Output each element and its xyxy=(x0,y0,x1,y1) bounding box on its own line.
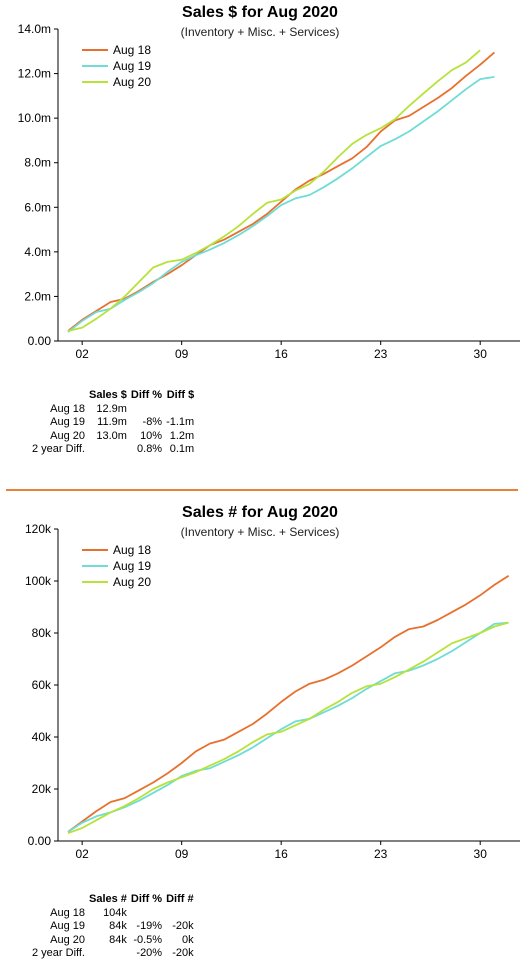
row-label: 2 year Diff. xyxy=(32,947,85,959)
row-label: Aug 18 xyxy=(50,906,85,919)
table-cell: -8% xyxy=(142,416,163,428)
table-cell: 12.9m xyxy=(96,402,127,415)
sales-dollar-chart: Sales $ for Aug 2020 (Inventory + Misc. +… xyxy=(18,4,520,361)
series-line-aug-18 xyxy=(67,51,495,332)
row-label: Aug 20 xyxy=(50,933,85,946)
table-row: Aug 20 84k -0.5% 0k xyxy=(30,934,196,948)
x-tick-label: 09 xyxy=(175,847,189,861)
table-cell: 10% xyxy=(140,429,163,442)
y-tick-label: 12.0m xyxy=(18,67,51,81)
row-label: Aug 20 xyxy=(50,429,85,442)
x-tick-label: 02 xyxy=(75,347,89,361)
series-line-aug-20 xyxy=(67,621,509,835)
legend-label: Aug 18 xyxy=(113,43,151,57)
table-cell: 84k xyxy=(109,933,127,946)
row-label: Aug 19 xyxy=(50,416,85,428)
table-header-row: Sales $ Diff % Diff $ xyxy=(30,389,196,403)
table-cell: 84k xyxy=(109,920,127,932)
x-tick-label: 23 xyxy=(374,347,388,361)
y-tick-label: 0.00 xyxy=(28,834,52,848)
series-line-aug-19 xyxy=(67,76,495,333)
table-cell: 0.1m xyxy=(169,443,195,455)
table-row: Aug 20 13.0m 10% 1.2m xyxy=(30,430,196,444)
table-header: Sales # xyxy=(89,893,127,905)
row-label: 2 year Diff. xyxy=(32,443,85,455)
table-row: Aug 19 11.9m -8% -1.1m xyxy=(30,416,196,430)
y-tick-label: 40k xyxy=(32,730,52,744)
table-header xyxy=(30,893,87,907)
table-header: Diff $ xyxy=(166,389,195,401)
y-tick-label: 100k xyxy=(25,574,52,588)
row-label: Aug 18 xyxy=(50,402,85,415)
y-tick-label: 20k xyxy=(32,782,52,796)
series-line-aug-18 xyxy=(67,575,510,833)
sales-dollar-panel: Sales $ for Aug 2020 (Inventory + Misc. +… xyxy=(0,0,526,480)
table-cell: 0k xyxy=(181,933,194,946)
sales-count-table: Sales # Diff % Diff # Aug 18 104k Aug 19… xyxy=(30,893,196,961)
x-tick-label: 02 xyxy=(75,847,89,861)
table-row: 2 year Diff. -20% -20k xyxy=(30,947,196,961)
series-line-aug-20 xyxy=(67,49,481,332)
y-tick-label: 4.0m xyxy=(24,245,51,259)
y-tick-label: 60k xyxy=(32,678,52,692)
x-tick-label: 30 xyxy=(474,347,488,361)
table-cell xyxy=(129,403,164,417)
y-tick-label: 2.0m xyxy=(24,289,51,303)
table-cell: -1.1m xyxy=(166,416,195,428)
y-tick-label: 120k xyxy=(25,522,52,536)
table-cell: 0.8% xyxy=(137,443,163,455)
table-cell: -20% xyxy=(136,947,163,959)
table-row: 2 year Diff. 0.8% 0.1m xyxy=(30,443,196,457)
legend-label: Aug 20 xyxy=(113,75,151,89)
legend-label: Aug 20 xyxy=(113,575,151,589)
table-cell: -19% xyxy=(136,920,163,932)
table-cell: -0.5% xyxy=(133,933,163,946)
y-tick-label: 14.0m xyxy=(18,22,51,36)
sales-count-chart: Sales # for Aug 2020 (Inventory + Misc. +… xyxy=(25,504,520,861)
legend-label: Aug 18 xyxy=(113,543,151,557)
row-label: Aug 19 xyxy=(50,920,85,932)
table-cell xyxy=(87,443,129,457)
table-cell: 13.0m xyxy=(96,429,127,442)
table-header-row: Sales # Diff % Diff # xyxy=(30,893,196,907)
x-tick-label: 23 xyxy=(374,847,388,861)
table-header: Diff # xyxy=(166,893,194,905)
x-tick-label: 16 xyxy=(275,847,289,861)
table-header: Sales $ xyxy=(89,389,127,401)
table-cell: 104k xyxy=(103,906,127,919)
table-header: Diff % xyxy=(130,893,163,905)
sales-count-panel: Sales # for Aug 2020 (Inventory + Misc. +… xyxy=(0,500,526,974)
chart-title: Sales $ for Aug 2020 xyxy=(182,4,338,21)
legend-label: Aug 19 xyxy=(113,59,151,73)
y-tick-label: 10.0m xyxy=(18,111,51,125)
table-cell xyxy=(87,947,129,961)
x-tick-label: 16 xyxy=(275,347,289,361)
table-row: Aug 18 12.9m xyxy=(30,403,196,417)
table-cell xyxy=(164,907,196,921)
table-cell xyxy=(164,403,196,417)
x-tick-label: 09 xyxy=(175,347,189,361)
table-row: Aug 18 104k xyxy=(30,907,196,921)
legend-label: Aug 19 xyxy=(113,559,151,573)
table-cell: -20k xyxy=(172,920,194,932)
chart-subtitle: (Inventory + Misc. + Services) xyxy=(181,25,340,39)
y-tick-label: 0.00 xyxy=(28,334,52,348)
table-cell: 11.9m xyxy=(97,416,127,428)
table-row: Aug 19 84k -19% -20k xyxy=(30,920,196,934)
sales-dollar-table: Sales $ Diff % Diff $ Aug 18 12.9m Aug 1… xyxy=(30,389,196,457)
y-tick-label: 6.0m xyxy=(24,200,51,214)
table-header: Diff % xyxy=(130,389,163,401)
chart-title: Sales # for Aug 2020 xyxy=(182,504,338,521)
table-cell: -20k xyxy=(172,947,194,959)
table-header xyxy=(30,389,87,403)
table-cell xyxy=(129,907,164,921)
series-line-aug-19 xyxy=(67,621,509,833)
table-cell: 1.2m xyxy=(169,429,195,442)
chart-subtitle: (Inventory + Misc. + Services) xyxy=(181,525,340,539)
section-divider xyxy=(6,489,518,491)
y-tick-label: 80k xyxy=(32,626,52,640)
y-tick-label: 8.0m xyxy=(24,156,51,170)
x-tick-label: 30 xyxy=(474,847,488,861)
